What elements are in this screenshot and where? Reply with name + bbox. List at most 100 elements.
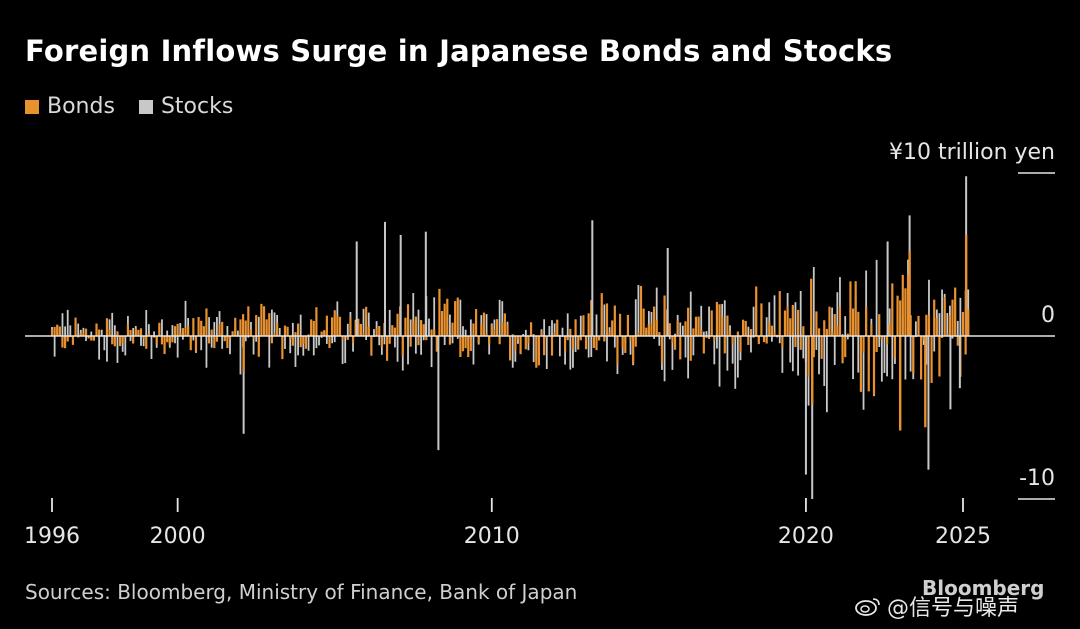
- stocks-bar: [681, 325, 684, 336]
- bonds-bar: [87, 336, 90, 339]
- bonds-bar: [571, 336, 575, 350]
- bonds-bar: [783, 310, 787, 336]
- stocks-bar: [778, 336, 781, 344]
- bonds-bar: [323, 330, 326, 336]
- bonds-bar: [773, 331, 776, 336]
- stocks-bar-notable: [437, 336, 440, 451]
- stocks-bar: [124, 336, 127, 356]
- bonds-bar: [325, 315, 328, 336]
- stocks-bar: [750, 336, 752, 353]
- bonds-bar: [831, 331, 834, 336]
- bonds-bar: [53, 326, 56, 336]
- stocks-bar: [708, 306, 710, 336]
- bonds-bar: [697, 316, 700, 336]
- stocks-bar: [904, 336, 907, 380]
- bonds-bar: [281, 336, 284, 360]
- bonds-bar: [210, 329, 213, 336]
- bonds-bar: [331, 317, 334, 336]
- bonds-bar: [948, 315, 952, 336]
- stocks-bar: [210, 336, 213, 348]
- bonds-bar: [749, 329, 753, 336]
- stocks-bar: [553, 323, 556, 336]
- bonds-bar-notable: [908, 251, 911, 336]
- bonds-bar: [145, 336, 148, 349]
- stocks-bar: [181, 336, 184, 340]
- bonds-bar: [872, 336, 876, 396]
- stocks-bar: [325, 336, 328, 344]
- bonds-bar: [595, 336, 598, 351]
- stocks-bar: [888, 308, 891, 336]
- stocks-bar: [297, 336, 299, 356]
- bonds-bar: [207, 336, 211, 344]
- stocks-bar: [668, 336, 671, 340]
- stocks-bar: [511, 336, 514, 368]
- bonds-bar: [503, 313, 506, 336]
- bonds-bar: [514, 336, 517, 351]
- stocks-bar: [941, 289, 943, 336]
- bonds-bar: [747, 336, 750, 345]
- stocks-bar: [383, 336, 386, 345]
- bonds-bar: [778, 291, 781, 336]
- stocks-bar-notable: [958, 336, 961, 389]
- stocks-bar: [208, 317, 210, 336]
- bonds-bar: [726, 315, 729, 336]
- stocks-bar: [315, 336, 318, 349]
- stocks-bar: [558, 336, 561, 357]
- stocks-bar: [485, 314, 488, 336]
- bonds-bar: [516, 336, 520, 340]
- x-tick-label: 1996: [24, 524, 80, 549]
- bonds-bar: [624, 336, 627, 353]
- bonds-bar: [566, 336, 569, 341]
- bonds-bar: [781, 336, 784, 348]
- stocks-bar: [472, 336, 475, 365]
- bonds-bar: [815, 311, 818, 336]
- bonds-bar: [655, 319, 658, 336]
- stocks-bar: [765, 317, 768, 336]
- stocks-bar-notable: [811, 336, 814, 499]
- stocks-bar: [561, 327, 564, 336]
- bonds-bar: [786, 306, 789, 336]
- bonds-bar: [553, 331, 556, 336]
- stocks-bar: [333, 336, 336, 343]
- bonds-bar: [367, 326, 370, 336]
- bonds-bar: [477, 336, 480, 344]
- bonds-bar: [391, 325, 394, 336]
- stocks-bar: [663, 336, 666, 382]
- stocks-bar: [250, 321, 252, 336]
- stocks-bar: [396, 336, 399, 362]
- bonds-bar: [600, 293, 603, 336]
- bonds-bar: [152, 336, 156, 338]
- bonds-bar: [828, 306, 831, 336]
- bonds-bar: [485, 333, 488, 336]
- stocks-bar: [726, 336, 729, 371]
- bonds-bar: [213, 336, 216, 349]
- bonds-bar: [736, 331, 739, 336]
- bonds-bar: [707, 336, 711, 339]
- stocks-bar: [106, 336, 108, 362]
- bonds-bar: [684, 321, 687, 336]
- bonds-bar: [218, 324, 221, 336]
- stocks-bar: [140, 336, 142, 346]
- bonds-bar: [851, 308, 855, 336]
- bonds-bar: [299, 336, 302, 348]
- stocks-bar: [818, 336, 820, 375]
- bonds-bar: [605, 303, 609, 336]
- stocks-bar: [731, 336, 734, 364]
- bonds-bar: [647, 324, 650, 336]
- stocks-bar: [770, 336, 773, 342]
- stocks-bar: [747, 326, 750, 336]
- y-tick-label: -10: [1019, 466, 1055, 491]
- stocks-bar: [121, 336, 124, 352]
- bonds-bar: [412, 321, 415, 336]
- stocks-bar: [469, 319, 472, 336]
- bonds-bar: [273, 332, 276, 336]
- stocks-bar: [574, 336, 577, 352]
- bonds-bar: [598, 336, 601, 341]
- stocks-bar: [61, 313, 64, 336]
- stocks-bar: [517, 336, 519, 344]
- stocks-bar: [880, 336, 883, 382]
- chart-legend: Bonds Stocks: [25, 94, 233, 119]
- bonds-bar: [142, 336, 145, 340]
- bonds-bar: [938, 336, 941, 377]
- bonds-bar: [569, 328, 572, 336]
